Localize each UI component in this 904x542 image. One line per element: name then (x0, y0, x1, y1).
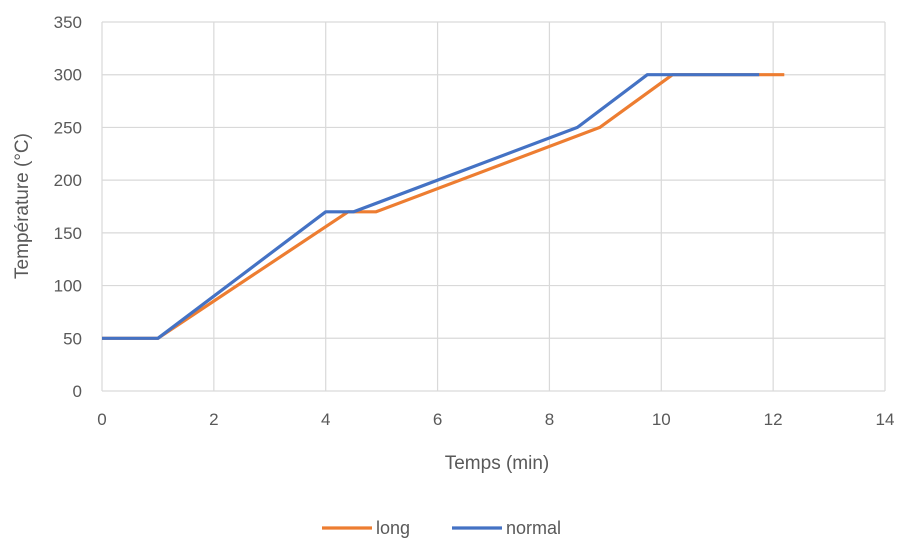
x-axis-title: Temps (min) (445, 453, 550, 474)
x-tick-label: 0 (97, 410, 106, 429)
legend-item-normal: normal (452, 518, 561, 538)
x-tick-label: 2 (209, 410, 218, 429)
series-line-normal (102, 73, 760, 340)
y-tick-label: 200 (54, 171, 82, 190)
y-tick-label: 300 (54, 66, 82, 85)
x-tick-label: 10 (652, 410, 671, 429)
grid (101, 21, 886, 392)
y-tick-label: 50 (63, 329, 82, 348)
x-tick-label: 14 (876, 410, 895, 429)
series-layer (102, 73, 785, 340)
y-axis-title: Température (°C) (12, 133, 33, 279)
y-axis-ticks: 0 50 100 150 200 250 300 350 (54, 13, 82, 401)
x-tick-label: 8 (545, 410, 554, 429)
x-tick-label: 6 (433, 410, 442, 429)
legend: long normal (322, 518, 561, 538)
series-line-long (102, 73, 785, 340)
legend-item-long: long (322, 518, 410, 538)
legend-label: long (376, 518, 410, 538)
y-tick-label: 0 (73, 382, 82, 401)
y-tick-label: 100 (54, 277, 82, 296)
y-tick-label: 150 (54, 224, 82, 243)
x-tick-label: 4 (321, 410, 330, 429)
y-tick-label: 350 (54, 13, 82, 32)
x-tick-label: 12 (764, 410, 783, 429)
x-axis-ticks: 0 2 4 6 8 10 12 14 (97, 410, 894, 429)
y-tick-label: 250 (54, 118, 82, 137)
legend-label: normal (506, 518, 561, 538)
